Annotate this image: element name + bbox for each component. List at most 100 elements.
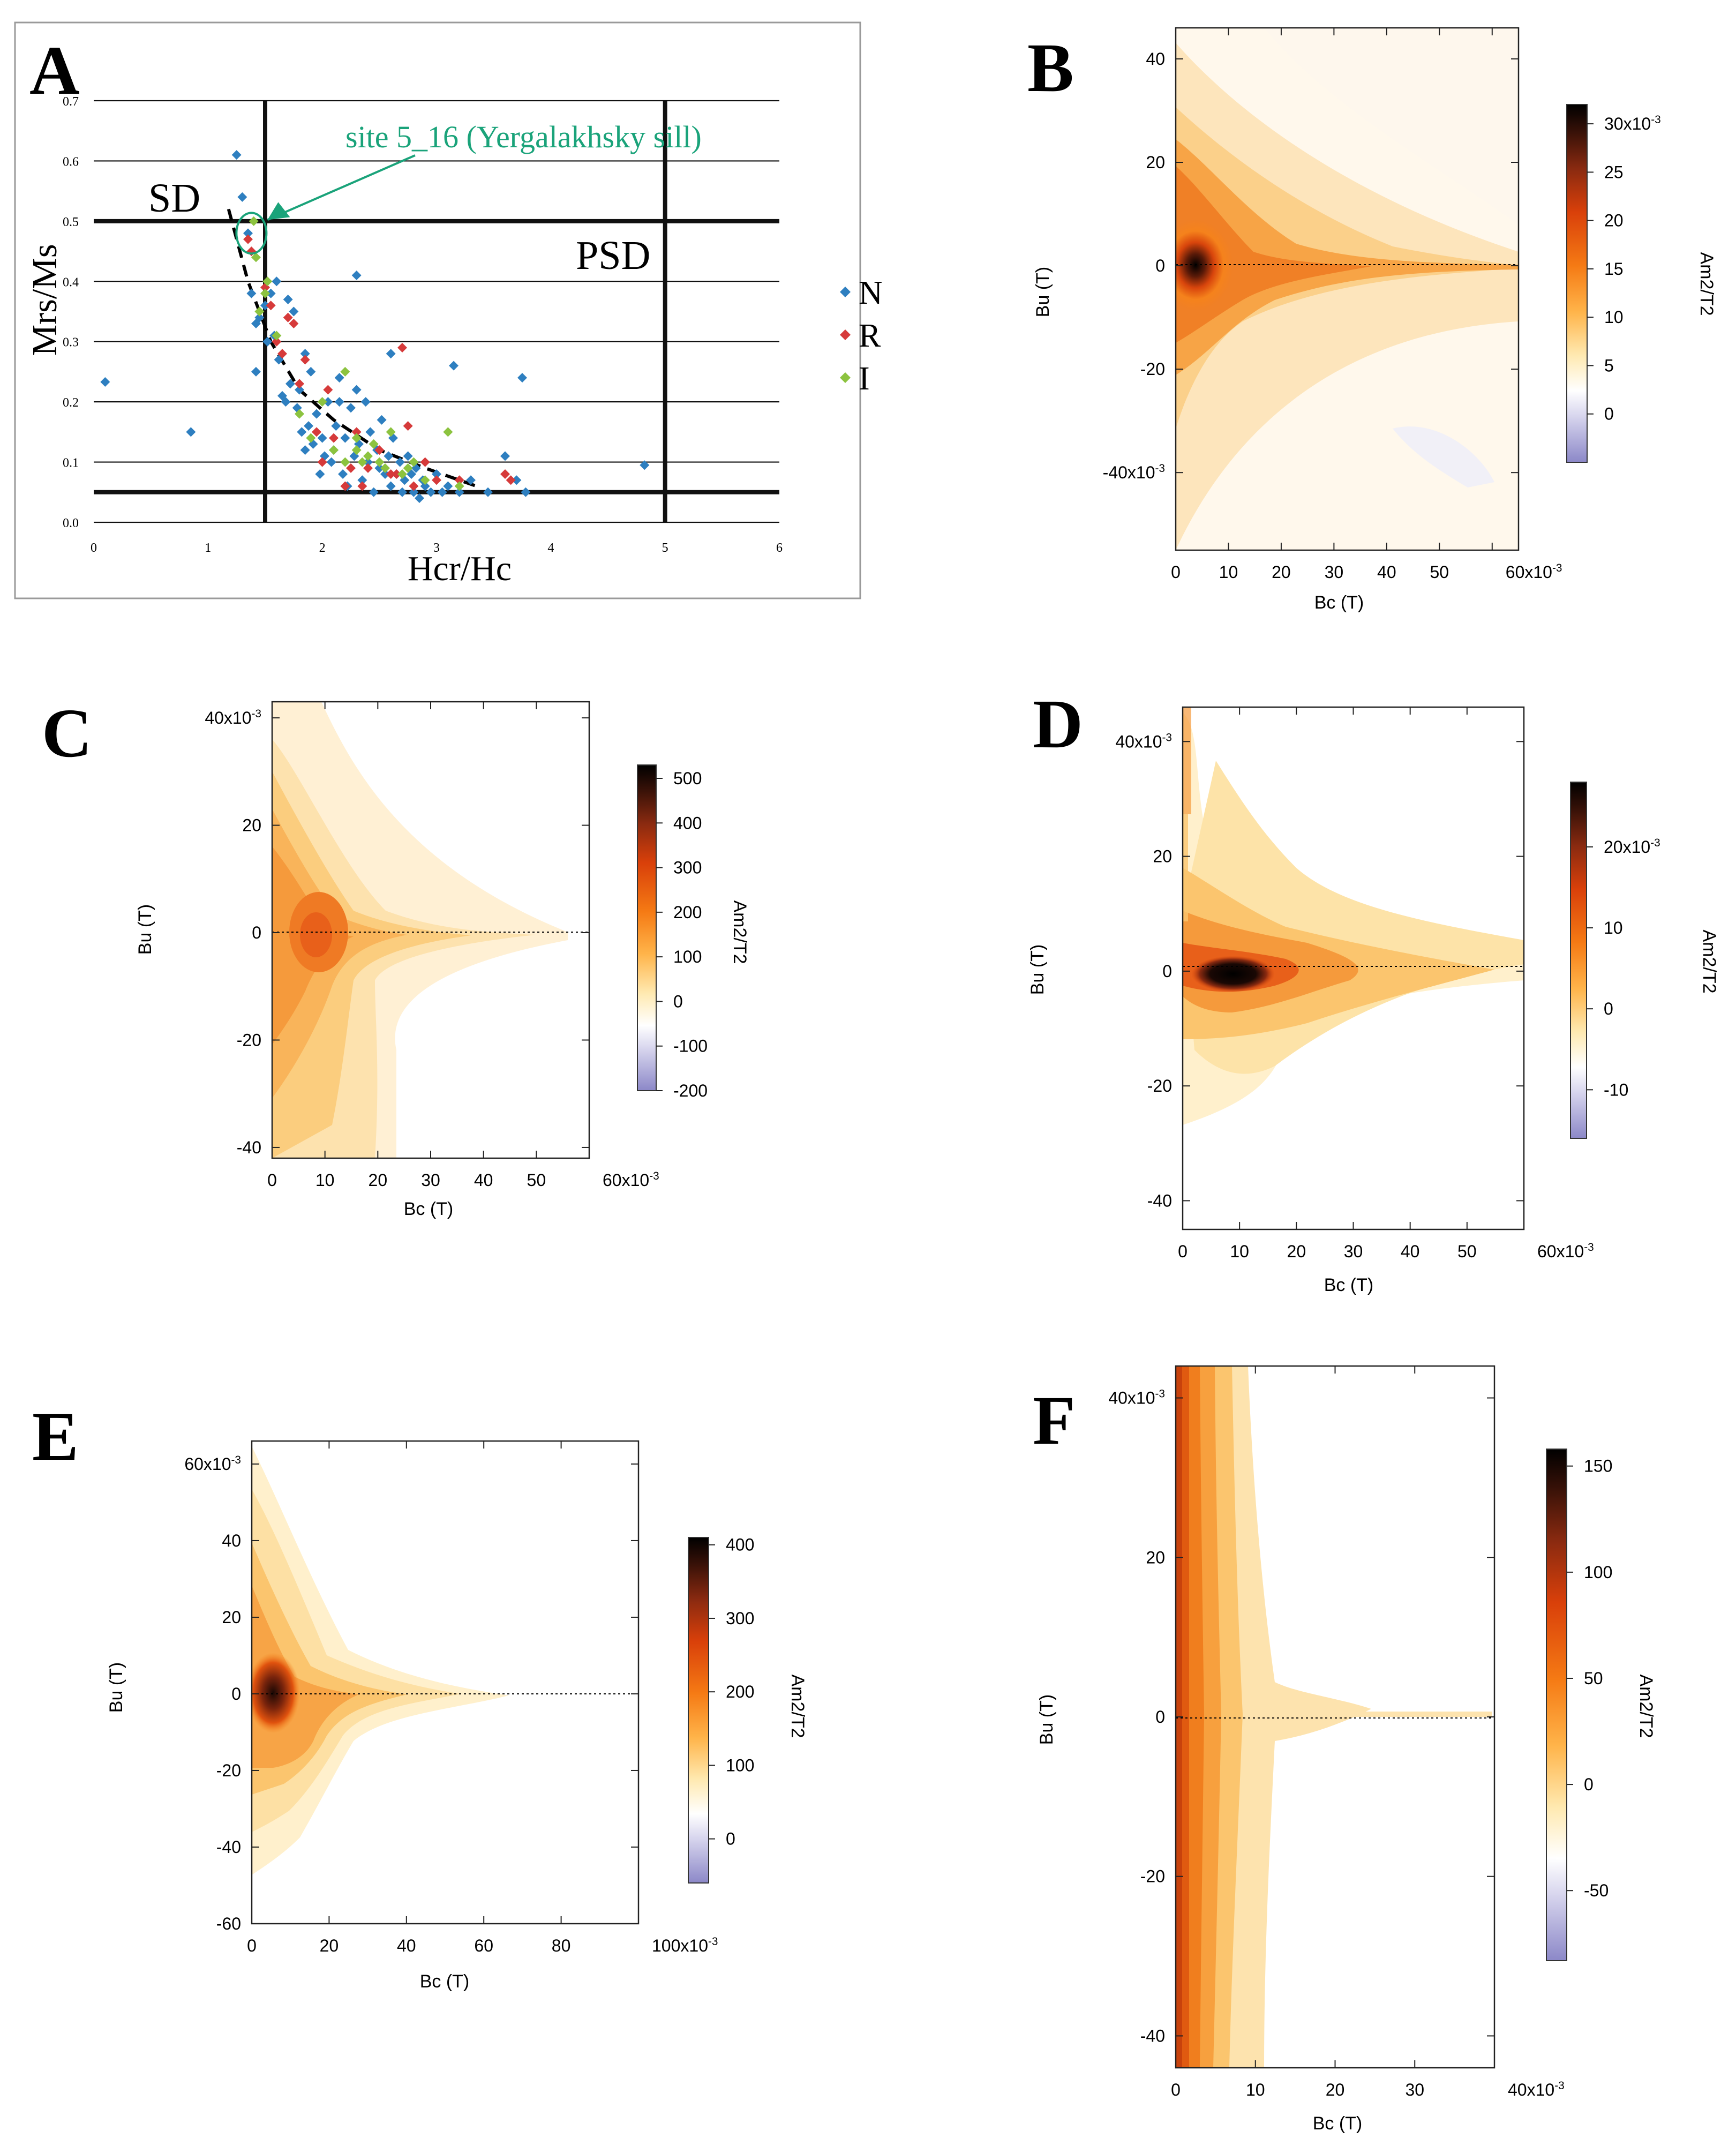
- data-point-r: [351, 427, 362, 437]
- x-tick-label-a: 3: [433, 541, 440, 555]
- data-point-n: [483, 487, 493, 497]
- panel-label-c: C: [42, 695, 92, 772]
- y-tick-label-a: 0.5: [63, 215, 79, 229]
- data-point-r: [392, 469, 402, 479]
- data-point-n: [386, 349, 396, 359]
- y-tick-label: 40x10-3: [1108, 1388, 1165, 1408]
- colorbar-tick-label: -200: [673, 1081, 708, 1100]
- heatmap-d: [1183, 707, 1524, 1229]
- colorbar-c: [637, 764, 657, 1091]
- annotation-arrowhead: [267, 202, 290, 220]
- data-point-n: [517, 373, 527, 383]
- x-axis-label-a: Hcr/Hc: [408, 549, 512, 588]
- x-tick-label-a: 1: [205, 541, 211, 555]
- data-point-n: [377, 415, 387, 425]
- panel-label-f: F: [1033, 1382, 1075, 1459]
- data-point-n: [289, 306, 299, 317]
- colorbar-d: [1570, 782, 1587, 1139]
- colorbar-tick-label: 0: [673, 992, 683, 1011]
- colorbar-tick-label: 300: [726, 1609, 754, 1628]
- region-label-psd: PSD: [576, 233, 650, 278]
- data-point-i: [357, 457, 367, 467]
- colorbar-e: [688, 1537, 709, 1884]
- x-tick-label: 10: [1230, 1242, 1249, 1261]
- y-tick-label: -40x10-3: [1103, 462, 1165, 482]
- data-point-n: [300, 349, 310, 359]
- data-point-i: [251, 252, 261, 262]
- colorbar-label-c: Am2/T2: [730, 900, 750, 964]
- data-point-i: [306, 433, 316, 443]
- axes-c: 0 10 20 30 40 50 60x10-3 40x10-3 20 0 -20 -40: [205, 702, 659, 1190]
- x-tick-label-a: 5: [662, 541, 668, 555]
- data-point-n: [246, 288, 257, 298]
- data-point-n: [369, 487, 379, 497]
- data-point-r: [243, 234, 253, 244]
- data-point-r: [317, 457, 327, 467]
- data-point-n: [338, 469, 348, 479]
- x-tick-label: 30: [1344, 1242, 1363, 1261]
- data-point-i: [254, 306, 265, 317]
- data-point-r: [346, 463, 356, 473]
- colorbar-label-d: Am2/T2: [1699, 929, 1719, 993]
- data-point-n: [420, 481, 430, 491]
- x-tick-label: 0: [1171, 2080, 1181, 2099]
- y-tick-label: 20: [242, 816, 261, 835]
- y-tick-label: -20: [1140, 1867, 1165, 1886]
- y-tick-label: 20: [1146, 153, 1165, 172]
- data-point-i: [317, 397, 327, 407]
- data-point-i: [409, 457, 419, 467]
- region-label-sd: SD: [148, 176, 200, 221]
- data-point-r: [312, 427, 321, 437]
- y-tick-label: 0: [1155, 1707, 1165, 1727]
- x-tick-label: 10: [1219, 562, 1238, 582]
- data-point-n: [306, 366, 316, 377]
- x-tick-label: 20: [320, 1936, 339, 1955]
- data-point-n: [272, 276, 282, 287]
- x-tick-label: 0: [247, 1936, 257, 1955]
- data-point-i: [249, 216, 259, 226]
- x-tick-label: 100x10-3: [652, 1935, 718, 1955]
- heatmap-f: [1176, 1366, 1494, 2068]
- data-point-r: [340, 481, 350, 491]
- heatmap-e: [252, 1446, 509, 1875]
- colorbar-tick-label: 0: [1604, 404, 1614, 424]
- y-tick-label: 0: [231, 1684, 241, 1704]
- data-point-r: [283, 312, 293, 322]
- y-axis-label-e: Bu (T): [106, 1662, 126, 1713]
- data-point-n: [323, 397, 333, 407]
- data-point-n: [260, 301, 270, 311]
- colorbar-b: [1566, 104, 1588, 463]
- data-point-i: [351, 433, 362, 443]
- x-tick-label: 10: [315, 1170, 335, 1190]
- y-tick-label: -20: [237, 1030, 261, 1049]
- data-point-r: [300, 355, 310, 365]
- data-point-r: [386, 469, 396, 479]
- data-point-i: [443, 427, 453, 437]
- y-tick-label: -40: [216, 1837, 241, 1857]
- panel-label-d: D: [1033, 686, 1083, 763]
- colorbar-tick-label: 25: [1604, 162, 1624, 182]
- y-tick-label: -20: [1140, 359, 1165, 379]
- data-point-n: [409, 487, 419, 497]
- colorbar-tick-label: 50: [1584, 1669, 1603, 1688]
- data-point-n: [512, 475, 522, 485]
- colorbar-tick-label: -100: [673, 1037, 708, 1056]
- data-point-i: [454, 481, 464, 491]
- legend-a: NRI: [840, 275, 883, 397]
- panel-label-e: E: [32, 1398, 79, 1475]
- heatmap-c: [272, 702, 568, 1158]
- x-tick-label: 30: [1405, 2080, 1424, 2099]
- y-tick-label: -60: [216, 1914, 241, 1933]
- data-point-n: [640, 460, 650, 470]
- x-tick-label: 0: [1178, 1242, 1188, 1261]
- axes-d: 0 10 20 30 40 50 60x10-3 40x10-3 20 0 -20 -40: [1115, 707, 1594, 1261]
- x-tick-label: 30: [1325, 562, 1344, 582]
- colorbar-label-e: Am2/T2: [787, 1674, 808, 1738]
- data-point-r: [403, 421, 413, 431]
- y-tick-label: 40x10-3: [205, 708, 261, 727]
- heatmap-b: [1176, 28, 1519, 550]
- data-point-n: [326, 457, 336, 467]
- x-tick-label: 0: [267, 1170, 277, 1190]
- data-point-n: [449, 361, 459, 371]
